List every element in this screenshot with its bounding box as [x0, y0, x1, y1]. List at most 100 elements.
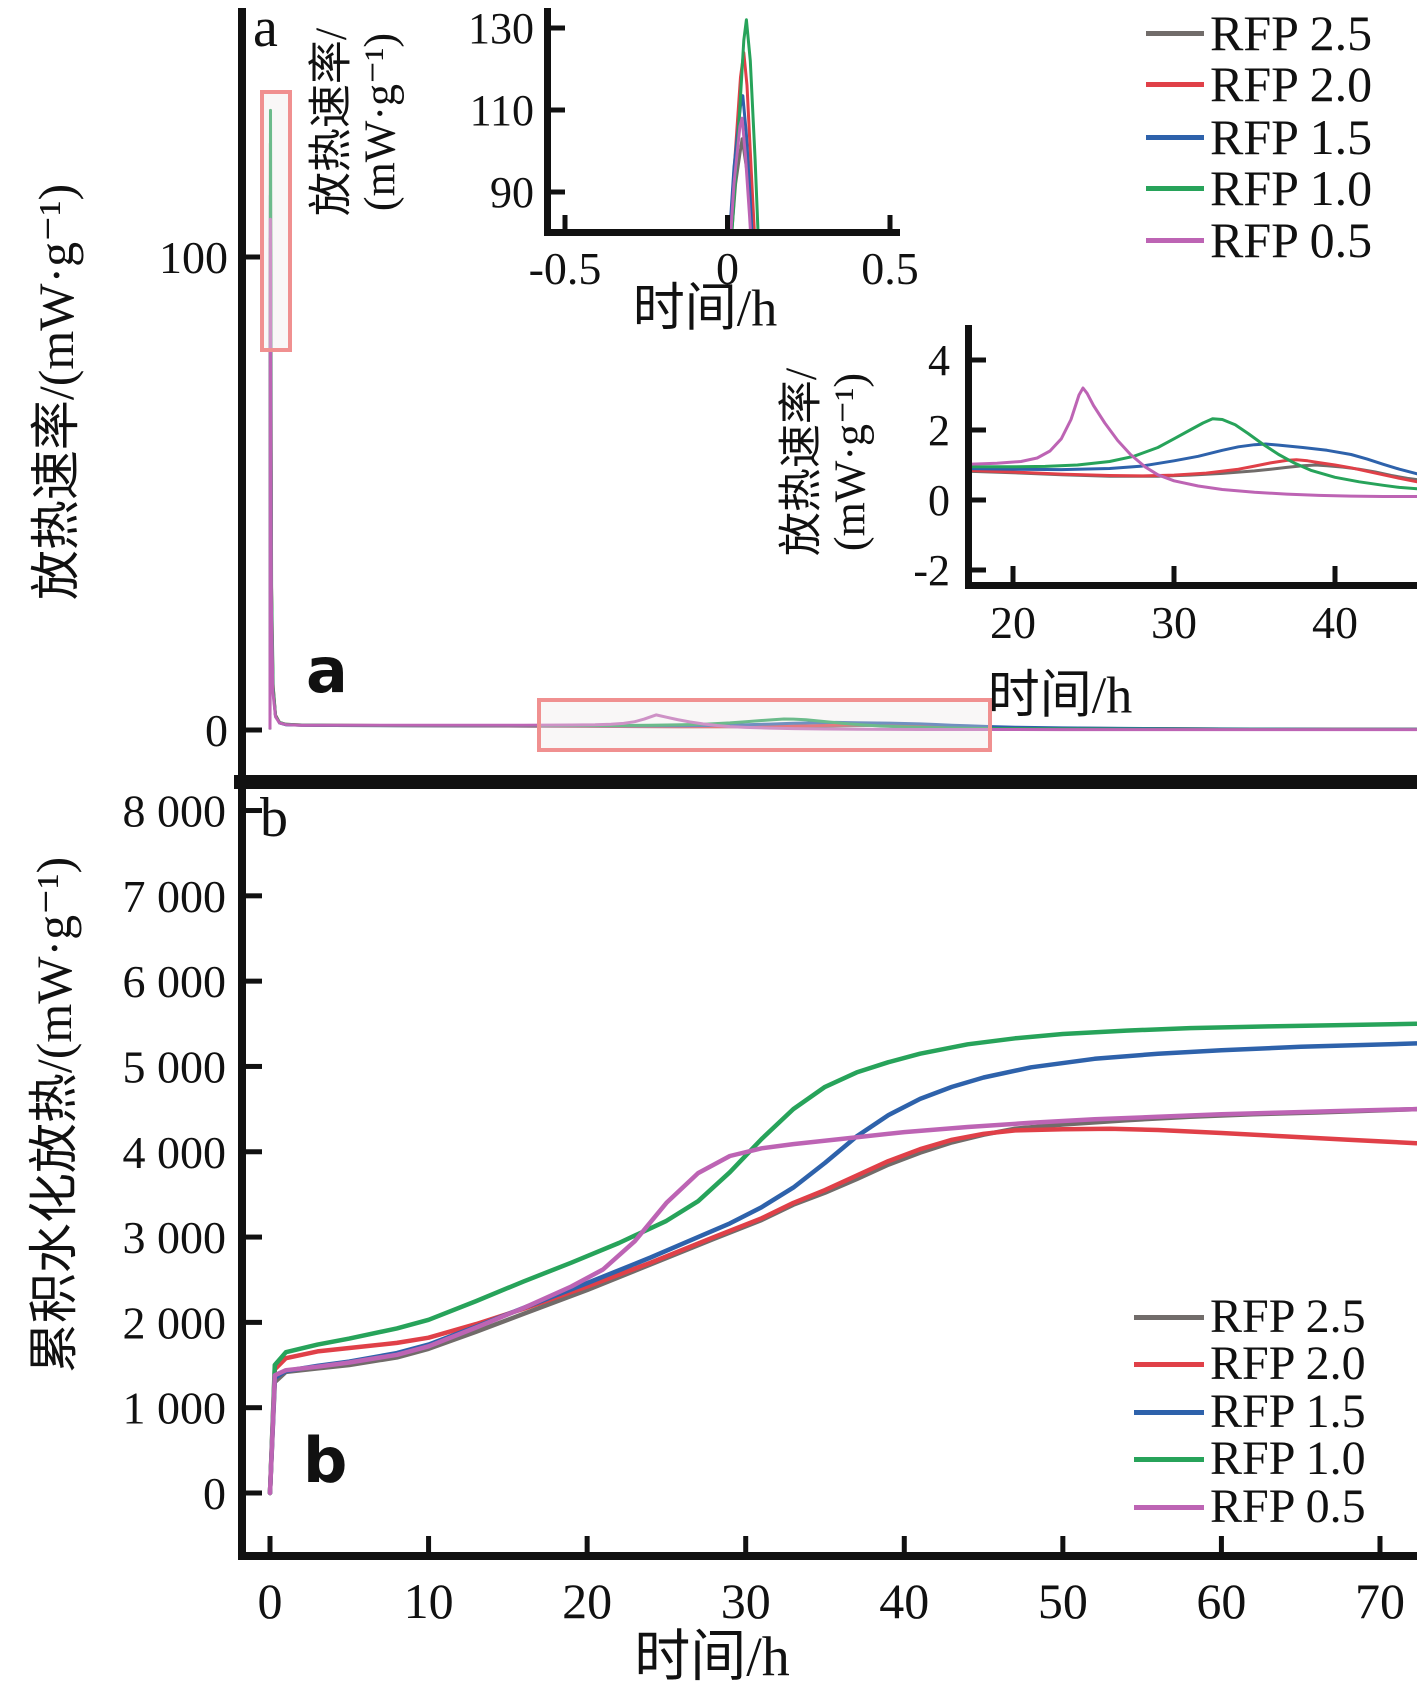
y-tick-mark — [246, 727, 262, 733]
x-tick-label: 0 — [258, 1573, 283, 1629]
y-tick-mark — [972, 497, 986, 503]
panel-a-corner-label: a — [253, 0, 278, 59]
inset1-y-axis-title: 放热速率/ (mW·g⁻¹) — [307, 28, 406, 216]
legend-line-swatch — [1134, 1409, 1204, 1415]
panel-a-y-axis-title: 放热速率/(mW·g⁻¹) — [28, 183, 84, 601]
x-tick-mark — [1218, 1536, 1224, 1552]
inset2-y-axis-title-line2: (mW·g⁻¹) — [826, 372, 875, 552]
x-tick-label: 60 — [1196, 1573, 1246, 1629]
panel-b-y-axis-title: 累积水化放热/(mW·g⁻¹) — [26, 856, 82, 1374]
x-tick-label: 30 — [1151, 597, 1197, 648]
y-tick-label: 7 000 — [123, 871, 227, 922]
legend-item-rfp-1-0: RFP 1.0 — [1146, 162, 1372, 214]
y-tick-label: 4 000 — [123, 1127, 227, 1178]
y-tick-label: -2 — [913, 546, 950, 595]
legend-line-swatch — [1146, 81, 1204, 87]
legend-label: RFP 2.5 — [1210, 1290, 1366, 1343]
x-tick-mark — [1332, 566, 1338, 582]
legend-item-rfp-2-0: RFP 2.0 — [1134, 1338, 1366, 1390]
x-tick-mark — [725, 215, 730, 229]
y-tick-mark — [246, 1149, 262, 1155]
y-tick-mark — [246, 1319, 262, 1325]
y-tick-label: 5 000 — [123, 1041, 227, 1092]
x-tick-mark — [1060, 1536, 1066, 1552]
legend-line-swatch — [1146, 134, 1204, 140]
x-tick-label: -0.5 — [529, 243, 602, 294]
x-tick-label: 30 — [721, 1573, 771, 1629]
y-tick-label: 2 000 — [123, 1297, 227, 1348]
y-tick-label: 110 — [470, 86, 534, 135]
x-tick-mark — [1010, 566, 1016, 582]
legend-line-swatch — [1146, 237, 1204, 243]
y-tick-mark — [972, 357, 986, 363]
legend-item-rfp-2-5: RFP 2.5 — [1146, 7, 1372, 59]
panel-a-inner-label: a — [306, 634, 348, 707]
x-tick-label: 40 — [1312, 597, 1358, 648]
legend-line-swatch — [1146, 185, 1204, 191]
inset2-x-axis-title: 时间/h — [987, 667, 1133, 725]
inset1-x-axis-line — [544, 229, 900, 236]
y-tick-mark — [246, 1234, 262, 1240]
legend-item-rfp-1-0: RFP 1.0 — [1134, 1433, 1366, 1485]
y-tick-mark — [972, 567, 986, 573]
legend-item-rfp-2-5: RFP 2.5 — [1134, 1291, 1366, 1343]
initial-peak-highlight — [260, 90, 292, 352]
x-tick-label: 0 — [716, 243, 739, 294]
series-line-rfp-2-0 — [972, 458, 1417, 484]
y-tick-mark — [246, 254, 262, 260]
x-tick-label: 70 — [1355, 1573, 1405, 1629]
panel_b_cumulative-series — [267, 1021, 1417, 1496]
x-tick-label: 20 — [990, 597, 1036, 648]
legend-line-swatch — [1134, 1361, 1204, 1367]
y-tick-mark — [972, 427, 986, 433]
x-tick-mark — [267, 1536, 273, 1552]
legend-label: RFP 1.5 — [1210, 1385, 1366, 1438]
panel_a_main-series — [268, 108, 1417, 732]
y-tick-mark — [551, 107, 565, 113]
legend-label: RFP 1.0 — [1210, 160, 1373, 216]
y-tick-mark — [246, 1490, 262, 1496]
y-tick-label: 8 000 — [123, 786, 227, 837]
inset2-y-axis-line — [965, 325, 972, 589]
inset2-y-axis-title-line1: 放热速率/ — [776, 367, 826, 557]
y-tick-mark — [246, 978, 262, 984]
y-tick-label: 0 — [203, 1468, 226, 1519]
legend-item-rfp-0-5: RFP 0.5 — [1134, 1481, 1366, 1533]
x-tick-mark — [887, 215, 893, 229]
legend-line-swatch — [1134, 1456, 1204, 1462]
legend-label: RFP 0.5 — [1210, 212, 1373, 268]
inset2-y-axis-title: 放热速率/ (mW·g⁻¹) — [777, 368, 876, 556]
series-line-rfp-1-5 — [728, 94, 754, 232]
x-tick-label: 40 — [879, 1573, 929, 1629]
legend-item-rfp-0-5: RFP 0.5 — [1146, 214, 1372, 266]
y-tick-label: 6 000 — [123, 956, 227, 1007]
series-line-rfp-0-5 — [268, 217, 1417, 732]
y-tick-mark — [246, 808, 262, 814]
series-line-rfp-0-5 — [267, 1106, 1417, 1496]
inset1-y-axis-title-line1: 放热速率/ — [306, 27, 356, 217]
series-line-rfp-1-0 — [267, 1021, 1417, 1496]
x-tick-mark — [743, 1536, 749, 1552]
legend-label: RFP 2.0 — [1210, 56, 1373, 112]
y-tick-label: 2 — [928, 406, 950, 455]
x-tick-mark — [584, 1536, 590, 1552]
y-tick-label: 4 — [928, 336, 950, 385]
series-line-rfp-1-5 — [972, 442, 1417, 476]
y-tick-label: 1 000 — [123, 1383, 227, 1434]
y-tick-label: 100 — [159, 232, 228, 283]
x-tick-label: 10 — [404, 1573, 454, 1629]
inset_initial_peak-series — [728, 18, 760, 232]
inset1-y-axis-line — [544, 8, 551, 236]
legend-label: RFP 1.0 — [1210, 1432, 1366, 1485]
x-tick-mark — [1377, 1536, 1383, 1552]
y-tick-label: 90 — [490, 168, 534, 217]
series-line-rfp-0-5 — [729, 116, 753, 232]
secondary-peak-highlight — [537, 698, 992, 752]
inset1-y-axis-title-line2: (mW·g⁻¹) — [356, 32, 405, 212]
x-tick-mark — [426, 1536, 432, 1552]
panel-b-inner-label: b — [303, 1424, 348, 1497]
inset2-x-axis-line — [965, 582, 1417, 589]
y-tick-label: 3 000 — [123, 1212, 227, 1263]
legend-line-swatch — [1146, 30, 1204, 36]
